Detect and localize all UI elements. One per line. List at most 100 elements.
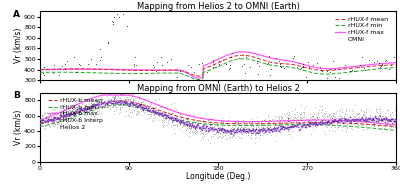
Point <box>220 131 226 134</box>
Point <box>235 130 242 133</box>
Point <box>360 118 366 121</box>
Point <box>135 105 141 108</box>
Point <box>317 119 324 122</box>
Point <box>104 105 110 108</box>
Point <box>133 113 140 116</box>
X-axis label: Longitude (Deg.): Longitude (Deg.) <box>186 172 250 181</box>
Point <box>253 135 260 138</box>
Point <box>245 131 251 134</box>
Point <box>324 118 331 121</box>
Point <box>234 126 240 129</box>
Point <box>40 119 46 122</box>
Point <box>53 121 59 124</box>
Point <box>92 103 98 106</box>
Point <box>131 103 137 106</box>
Point <box>129 101 135 104</box>
Point <box>43 116 49 119</box>
Point <box>148 111 154 114</box>
Point <box>159 113 165 116</box>
Point <box>62 123 68 126</box>
Point <box>298 113 304 116</box>
Point <box>389 118 396 121</box>
Point <box>292 112 299 115</box>
Point <box>312 116 319 119</box>
Point <box>110 15 117 18</box>
Point <box>141 107 147 110</box>
Point <box>389 117 396 120</box>
Point <box>290 123 296 126</box>
Point <box>208 126 214 129</box>
Point <box>101 105 108 108</box>
Point <box>131 65 138 68</box>
Point <box>75 109 82 112</box>
Point <box>305 118 312 121</box>
Point <box>224 129 230 132</box>
Point <box>172 118 179 121</box>
Point <box>296 120 302 123</box>
Point <box>216 62 222 65</box>
Point <box>296 122 302 125</box>
Point <box>159 120 165 123</box>
Point <box>347 70 353 73</box>
Point <box>46 124 52 127</box>
Point <box>136 113 143 116</box>
Point <box>342 118 348 121</box>
Point <box>47 116 54 119</box>
Point <box>196 116 203 119</box>
Point <box>210 128 217 131</box>
Point <box>215 136 222 139</box>
Point <box>278 116 284 119</box>
Point <box>312 123 319 126</box>
Point <box>40 121 47 124</box>
Point <box>59 111 66 114</box>
Point <box>249 120 255 123</box>
Point <box>317 123 324 126</box>
Point <box>308 122 314 125</box>
Point <box>301 122 308 125</box>
Point <box>297 112 303 115</box>
Point <box>356 115 362 118</box>
Point <box>366 109 372 112</box>
Point <box>363 115 369 118</box>
Point <box>108 101 115 104</box>
Point <box>312 112 319 115</box>
Point <box>122 99 128 102</box>
Point <box>205 119 212 122</box>
Point <box>80 111 86 114</box>
Point <box>376 123 382 126</box>
Point <box>57 104 64 107</box>
Point <box>126 93 132 96</box>
Point <box>203 125 209 128</box>
Point <box>242 120 248 123</box>
Point <box>240 129 246 132</box>
Point <box>40 117 46 120</box>
Point <box>166 117 172 120</box>
Point <box>182 122 189 125</box>
Point <box>390 120 397 123</box>
Point <box>171 102 177 105</box>
Point <box>244 130 250 133</box>
Point <box>338 128 345 131</box>
Point <box>208 118 214 121</box>
Point <box>319 118 326 121</box>
Point <box>157 113 163 116</box>
Point <box>328 121 334 124</box>
Point <box>279 121 286 124</box>
Point <box>386 118 393 121</box>
Point <box>164 116 170 119</box>
Point <box>314 116 320 119</box>
Point <box>185 130 192 133</box>
Point <box>190 125 196 128</box>
Point <box>302 117 309 120</box>
Point <box>332 116 338 119</box>
Point <box>262 127 268 130</box>
Point <box>256 122 263 125</box>
Point <box>137 103 143 106</box>
Point <box>347 120 354 123</box>
Point <box>197 125 204 128</box>
Point <box>86 108 92 111</box>
Point <box>316 109 322 112</box>
Point <box>132 103 138 106</box>
Point <box>290 123 297 126</box>
Point <box>147 105 153 108</box>
